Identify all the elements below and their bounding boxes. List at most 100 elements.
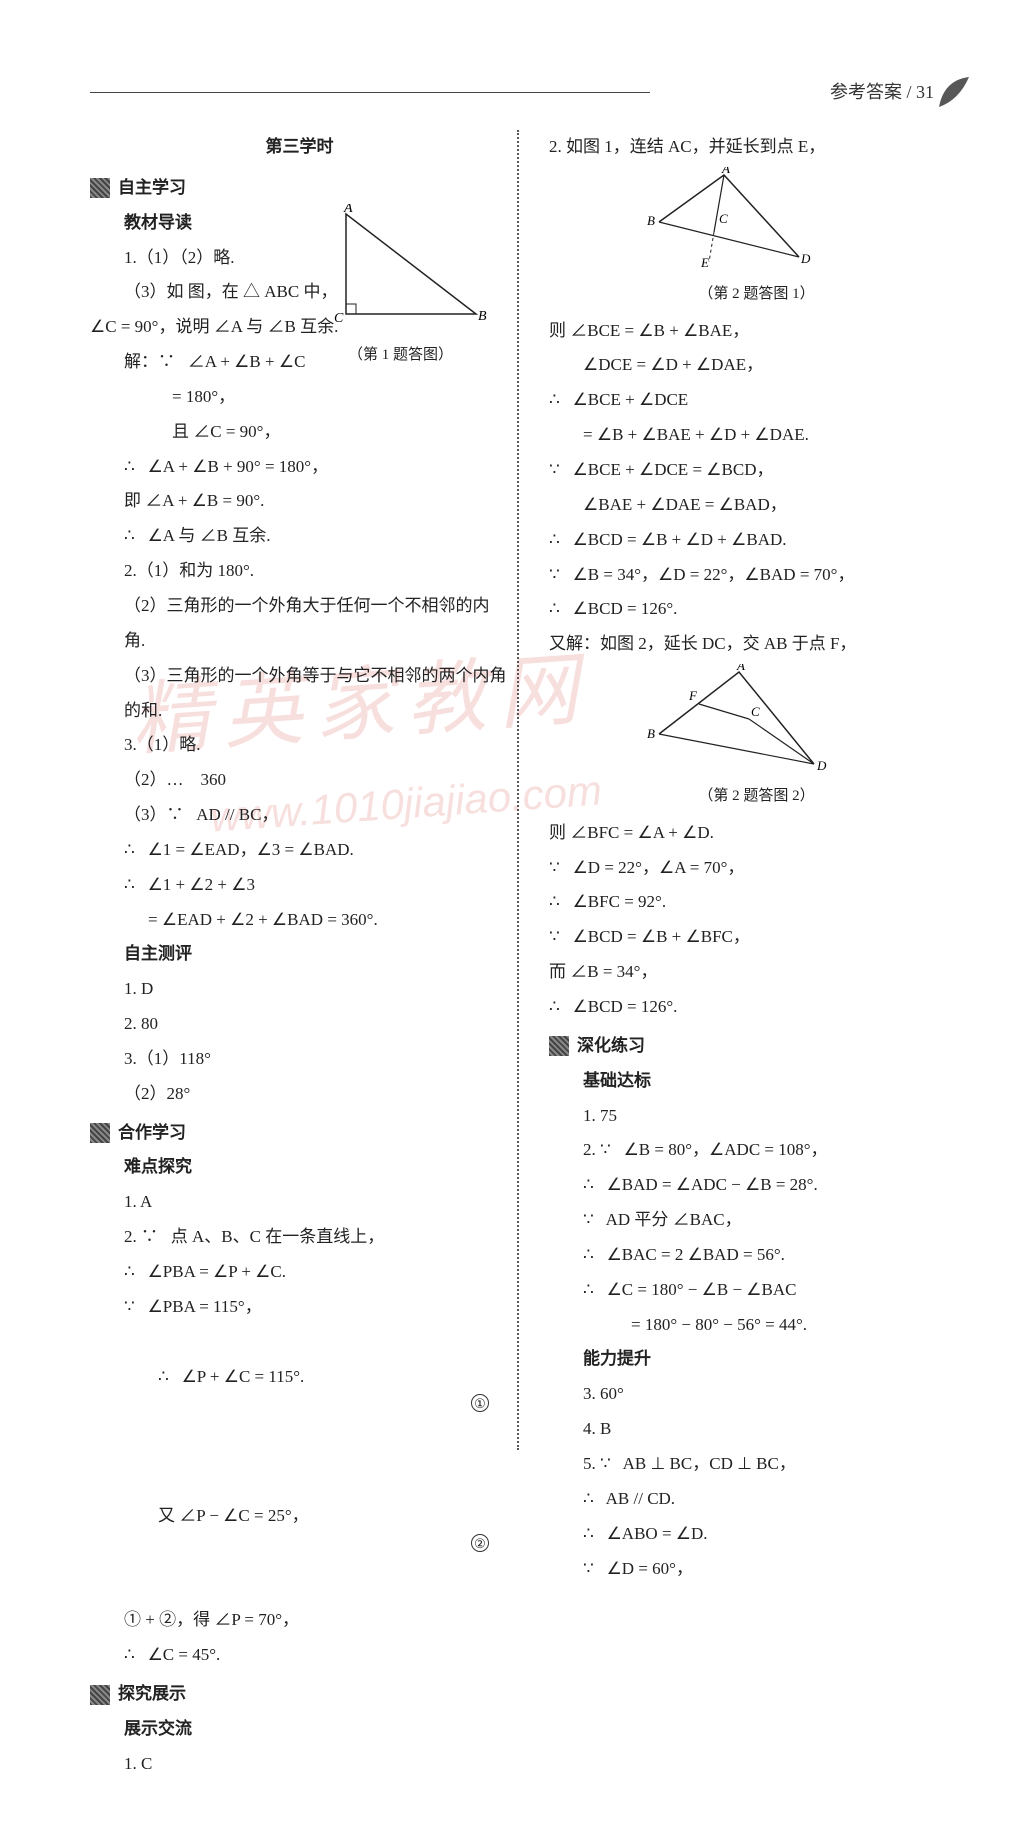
section-label: 合作学习	[118, 1116, 186, 1151]
text-line: 1. A	[90, 1185, 509, 1220]
text-line: 又 ∠P − ∠C = 25°， ②	[90, 1464, 509, 1603]
text-line: 2. ∵ 点 A、B、C 在一条直线上，	[90, 1220, 509, 1255]
square-icon	[90, 178, 110, 198]
text-line: ∴ AB // CD.	[549, 1482, 964, 1517]
text-line: 1. D	[90, 972, 509, 1007]
subsection-display: 展示交流	[90, 1712, 509, 1747]
text-line: ∴ ∠A + ∠B + 90° = 180°，	[90, 450, 509, 485]
section-label: 探究展示	[118, 1677, 186, 1712]
breadcrumb: 参考答案 /	[830, 82, 912, 102]
text-line: ∵ ∠BCD = ∠B + ∠BFC，	[549, 920, 964, 955]
text-line: 则 ∠BFC = ∠A + ∠D.	[549, 816, 964, 851]
section-autonomous-study: 自主学习	[90, 171, 509, 206]
section-label: 自主学习	[118, 171, 186, 206]
text-line: （2）28°	[90, 1077, 509, 1112]
section-label: 深化练习	[577, 1029, 645, 1064]
text-line: 4. B	[549, 1412, 964, 1447]
text-line: ∴ ∠ABO = ∠D.	[549, 1517, 964, 1552]
figure-3-triangle: A B C D F	[639, 664, 829, 779]
text-line: 即 ∠A + ∠B = 90°.	[90, 484, 509, 519]
page-header: 参考答案 / 31	[830, 78, 934, 104]
text-line: 则 ∠BCE = ∠B + ∠BAE，	[549, 314, 964, 349]
text-line: ∴ ∠BAD = ∠ADC − ∠B = 28°.	[549, 1168, 964, 1203]
text-line: ∴ ∠PBA = ∠P + ∠C.	[90, 1255, 509, 1290]
text-line: （2）三角形的一个外角大于任何一个不相邻的内角.	[90, 589, 509, 659]
text-line: 3. 60°	[549, 1377, 964, 1412]
text-line: ∴ ∠BFC = 92°.	[549, 885, 964, 920]
text-line: ∠BAE + ∠DAE = ∠BAD，	[549, 488, 964, 523]
svg-text:F: F	[688, 688, 698, 703]
figure-2-caption: （第 2 题答图 1）	[549, 279, 964, 310]
subsection-basic: 基础达标	[549, 1064, 964, 1099]
svg-text:A: A	[736, 664, 745, 673]
figure-3-caption: （第 2 题答图 2）	[549, 781, 964, 812]
content-columns: 第三学时 自主学习 教材导读 A B C （第 1 题答图） 1.（1）（2）略…	[90, 130, 964, 1782]
header-rule	[90, 92, 650, 93]
svg-text:D: D	[816, 758, 827, 773]
text-line: 而 ∠B = 34°，	[549, 955, 964, 990]
square-icon	[90, 1685, 110, 1705]
fig1-label-c: C	[334, 311, 344, 326]
text-line: ∠DCE = ∠D + ∠DAE，	[549, 348, 964, 383]
text-line: ① + ②，得 ∠P = 70°，	[90, 1603, 509, 1638]
right-column: 2. 如图 1，连结 AC，并延长到点 E， A B C D E （第 2 题答…	[527, 130, 964, 1782]
leaf-icon	[934, 72, 974, 112]
text-line: = 180°，	[90, 380, 509, 415]
text-line: ∵ ∠D = 60°，	[549, 1552, 964, 1587]
text-line: 1. 75	[549, 1099, 964, 1134]
figure-2-triangle: A B C D E	[639, 167, 819, 277]
page-number: 31	[916, 82, 934, 102]
text-line: ∵ AD 平分 ∠BAC，	[549, 1203, 964, 1238]
text-line: ∴ ∠1 + ∠2 + ∠3	[90, 868, 509, 903]
text-line: ∴ ∠BAC = 2 ∠BAD = 56°.	[549, 1238, 964, 1273]
circled-1: ①	[471, 1394, 489, 1412]
fig1-label-b: B	[478, 309, 487, 324]
lesson-title: 第三学时	[90, 130, 509, 165]
section-explore-display: 探究展示	[90, 1677, 509, 1712]
text-line: 2.（1）和为 180°.	[90, 554, 509, 589]
text-line: ∴ ∠P + ∠C = 115°. ①	[90, 1325, 509, 1464]
text-line: = ∠EAD + ∠2 + ∠BAD = 360°.	[90, 903, 509, 938]
text-line: 且 ∠C = 90°，	[90, 415, 509, 450]
figure-1-caption: （第 1 题答图）	[348, 340, 453, 371]
text-line: 3.（1）略.	[90, 728, 509, 763]
section-cooperative-study: 合作学习	[90, 1116, 509, 1151]
svg-text:B: B	[647, 213, 655, 228]
svg-text:E: E	[700, 255, 709, 270]
section-deepen-practice: 深化练习	[549, 1029, 964, 1064]
svg-text:B: B	[647, 726, 655, 741]
text-line: 3.（1）118°	[90, 1042, 509, 1077]
text-line: ∵ ∠D = 22°，∠A = 70°，	[549, 851, 964, 886]
svg-text:C: C	[719, 211, 728, 226]
text-line: （2）… 360	[90, 763, 509, 798]
text-line: ∴ ∠BCD = 126°.	[549, 990, 964, 1025]
text-line: ∴ ∠C = 45°.	[90, 1638, 509, 1673]
text-line: 1. C	[90, 1747, 509, 1782]
text-line: = 180° − 80° − 56° = 44°.	[549, 1308, 964, 1343]
text-line: 又解：如图 2，延长 DC，交 AB 于点 F，	[549, 627, 964, 662]
subsection-difficulty: 难点探究	[90, 1150, 509, 1185]
text-line: 2. 如图 1，连结 AC，并延长到点 E，	[549, 130, 964, 165]
text-line: ∵ ∠B = 34°，∠D = 22°，∠BAD = 70°，	[549, 558, 964, 593]
text-line: ∵ ∠PBA = 115°，	[90, 1290, 509, 1325]
text-line: ∵ ∠BCE + ∠DCE = ∠BCD，	[549, 453, 964, 488]
circled-2: ②	[471, 1534, 489, 1552]
subsection-self-test: 自主测评	[90, 937, 509, 972]
square-icon	[549, 1036, 569, 1056]
text-line: 2. ∵ ∠B = 80°，∠ADC = 108°，	[549, 1133, 964, 1168]
text-span: ∴ ∠P + ∠C = 115°.	[158, 1367, 304, 1386]
left-column: 第三学时 自主学习 教材导读 A B C （第 1 题答图） 1.（1）（2）略…	[90, 130, 527, 1782]
svg-text:A: A	[721, 167, 730, 176]
text-line: ∴ ∠A 与 ∠B 互余.	[90, 519, 509, 554]
text-line: ∴ ∠BCD = ∠B + ∠D + ∠BAD.	[549, 523, 964, 558]
text-line: 5. ∵ AB ⊥ BC，CD ⊥ BC，	[549, 1447, 964, 1482]
svg-text:C: C	[751, 704, 760, 719]
text-span: 又 ∠P − ∠C = 25°，	[158, 1506, 309, 1525]
text-line: = ∠B + ∠BAE + ∠D + ∠DAE.	[549, 418, 964, 453]
text-line: （3）∵ AD // BC，	[90, 798, 509, 833]
svg-text:D: D	[800, 251, 811, 266]
column-divider	[517, 130, 519, 1450]
text-line: ∴ ∠C = 180° − ∠B − ∠BAC	[549, 1273, 964, 1308]
figure-1-triangle: A B C	[326, 204, 496, 334]
subsection-ability: 能力提升	[549, 1342, 964, 1377]
